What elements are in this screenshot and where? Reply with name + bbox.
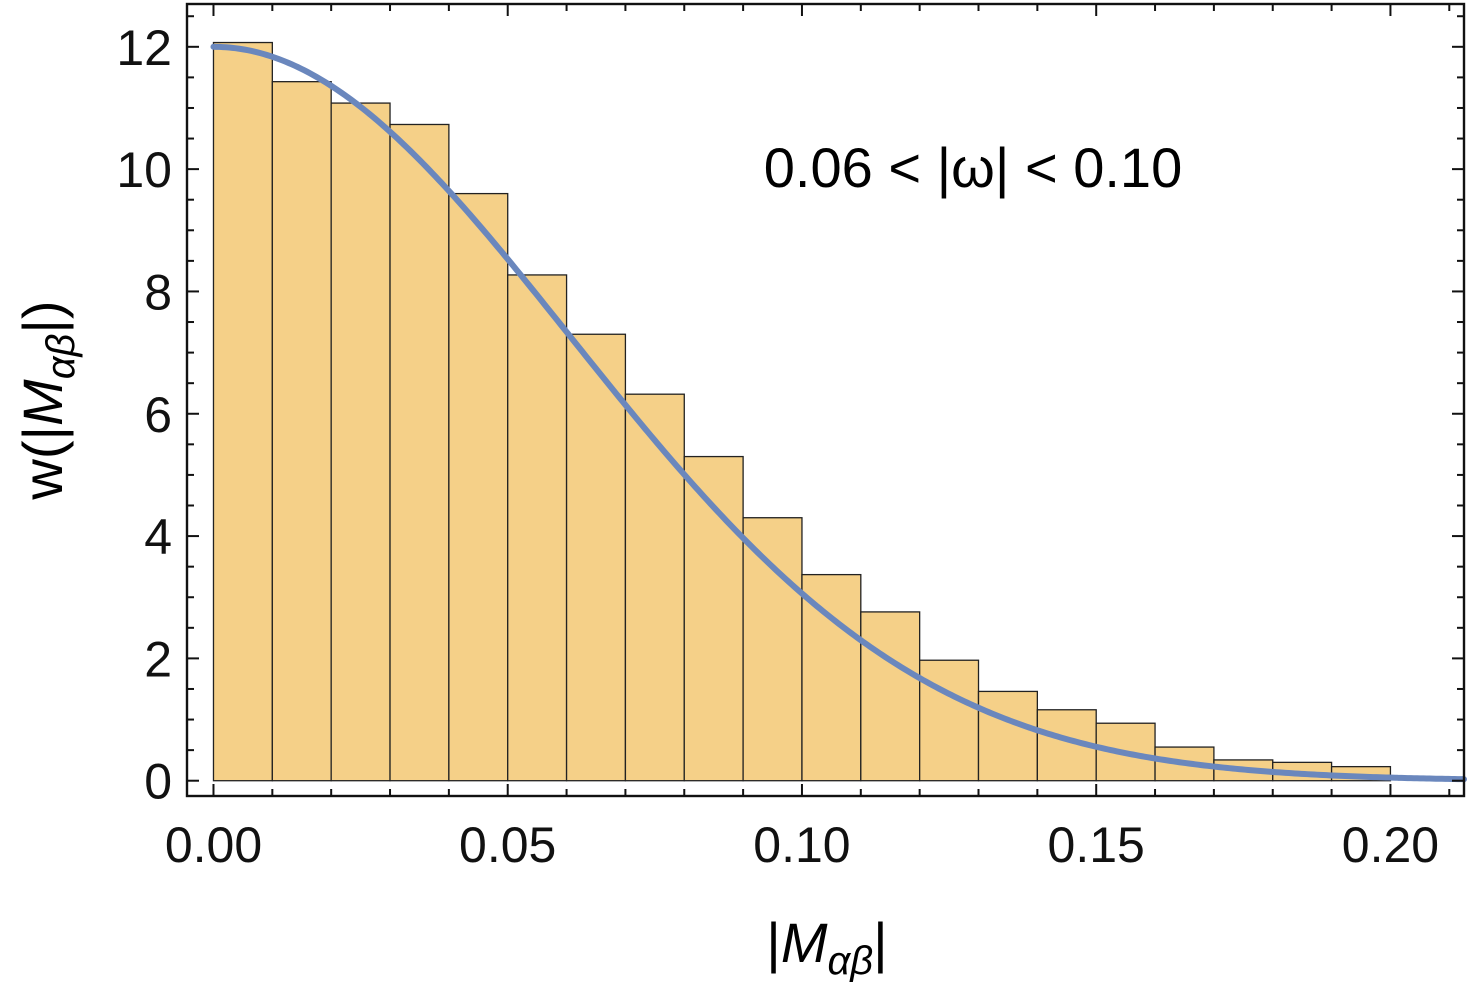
histogram-bar: [389, 123, 450, 782]
histogram-bar: [448, 192, 509, 782]
plot-frame: [185, 2, 1466, 798]
y-tick-label: 12: [116, 20, 172, 76]
y-tick-label: 0: [144, 754, 172, 810]
x-axis-label: |Mαβ|: [766, 911, 887, 982]
y-tick-label: 8: [144, 264, 172, 320]
histogram-bar: [683, 455, 744, 782]
x-tick-label: 0.05: [459, 817, 556, 873]
y-tick-label: 6: [144, 387, 172, 443]
histogram-bar: [565, 333, 627, 782]
x-tick-labels: 0.00 0.05 0.10 0.15 0.20: [165, 817, 1439, 873]
x-tick-label: 0.20: [1342, 817, 1439, 873]
omega-range-annotation: 0.06 < |ω| < 0.10: [764, 136, 1182, 199]
y-tick-label: 2: [144, 631, 172, 687]
histogram-bar: [742, 517, 803, 782]
x-tick-label: 0.10: [753, 817, 850, 873]
x-tick-label: 0.00: [165, 817, 262, 873]
histogram-bar: [212, 41, 273, 782]
y-axis-label: w(|Mαβ|): [11, 300, 83, 500]
histogram-bar: [624, 393, 685, 782]
x-tick-label: 0.15: [1048, 817, 1145, 873]
y-tick-labels: 0 2 4 6 8 10 12: [116, 20, 172, 810]
histogram-bar: [860, 611, 921, 782]
histogram-bars: [212, 41, 1392, 782]
gaussian-fit-curve: [210, 43, 1467, 783]
histogram-bar: [507, 274, 568, 782]
histogram-bar: [271, 81, 332, 782]
histogram-bar: [977, 690, 1038, 782]
histogram-bar: [919, 659, 980, 782]
histogram-bar: [801, 573, 862, 782]
y-tick-label: 10: [116, 142, 172, 198]
y-tick-label: 4: [144, 509, 172, 565]
histogram-bar: [330, 102, 391, 782]
axis-ticks: [187, 4, 1464, 796]
